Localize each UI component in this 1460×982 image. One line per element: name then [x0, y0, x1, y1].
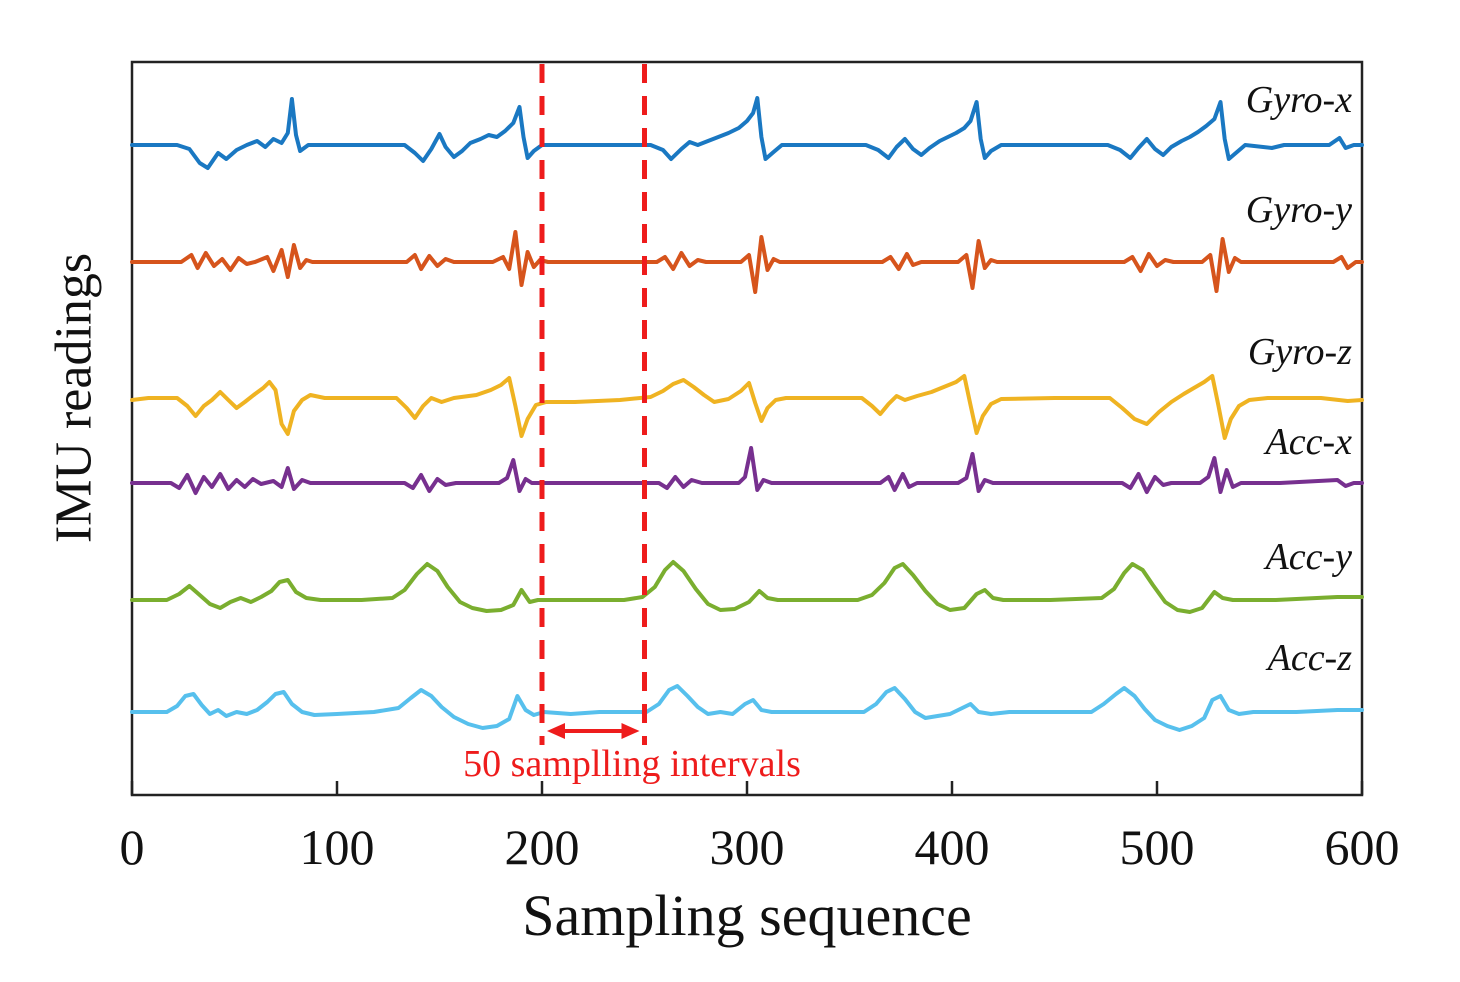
- x-tick-label-0: 0: [119, 819, 145, 875]
- trace-acc-y: [130, 560, 1364, 614]
- x-tick-label-500: 500: [1119, 819, 1195, 875]
- x-tick-label-200: 200: [504, 819, 580, 875]
- x-tick-marks: [130, 781, 1364, 795]
- series-label-acc-y: Acc-y: [1265, 536, 1352, 578]
- x-tick-label-600: 600: [1324, 819, 1400, 875]
- series-label-gyro-x: Gyro-x: [1245, 79, 1352, 121]
- series-label-acc-x: Acc-x: [1265, 421, 1352, 463]
- series-label-acc-z: Acc-z: [1267, 637, 1352, 679]
- annotation-text: 50 samplling intervals: [463, 743, 801, 785]
- trace-acc-z: [130, 684, 1364, 732]
- trace-gyro-x: [130, 96, 1364, 170]
- series-label-gyro-y: Gyro-y: [1245, 189, 1352, 231]
- series-label-gyro-z: Gyro-z: [1247, 331, 1352, 373]
- x-tick-label-100: 100: [299, 819, 375, 875]
- x-tick-label-400: 400: [914, 819, 990, 875]
- trace-gyro-y: [130, 230, 1364, 294]
- x-axis-label: Sampling sequence: [522, 883, 972, 948]
- x-tick-label-300: 300: [709, 819, 785, 875]
- trace-acc-x: [130, 446, 1364, 495]
- annotation-layer: [539, 64, 647, 745]
- y-axis-label: IMU readings: [45, 252, 103, 544]
- plot-border: [130, 60, 1364, 797]
- trace-gyro-z: [130, 374, 1364, 440]
